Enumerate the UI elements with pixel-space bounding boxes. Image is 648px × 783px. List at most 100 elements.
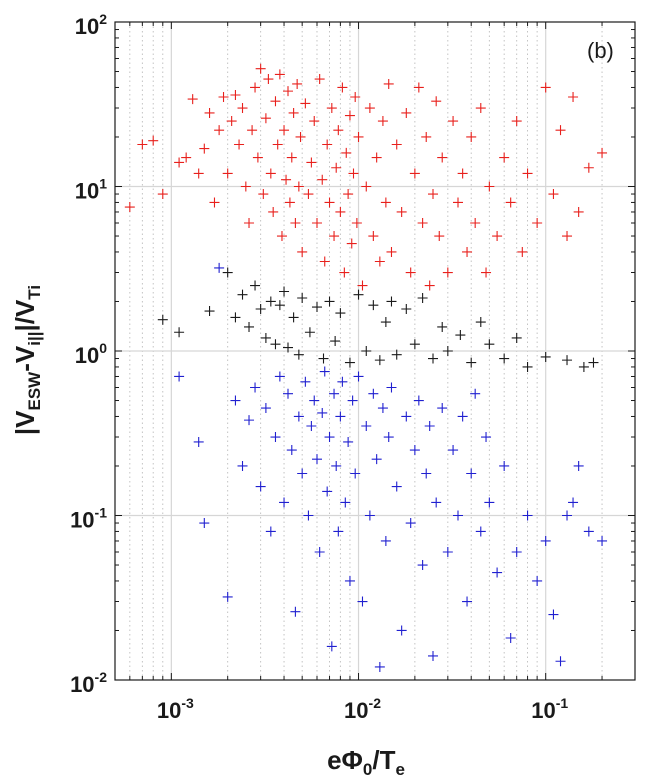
data-point [484, 339, 495, 350]
data-point [413, 395, 424, 406]
data-point [214, 262, 225, 273]
data-point [193, 436, 204, 447]
data-point [540, 82, 551, 93]
data-point [330, 336, 341, 347]
data-point [199, 518, 210, 529]
y-axis-label: |VESW-Vi|||/VTi [10, 285, 44, 435]
data-point [348, 168, 359, 179]
data-point [276, 231, 287, 242]
data-point [283, 388, 294, 399]
data-point [511, 546, 522, 557]
y-axis-label-sub3: Ti [25, 285, 44, 300]
data-point [417, 292, 428, 303]
data-point [244, 217, 255, 228]
data-point [311, 454, 322, 465]
data-point [293, 349, 304, 360]
data-point [481, 432, 492, 443]
data-point [583, 162, 594, 173]
data-point [357, 280, 368, 291]
data-point [252, 152, 263, 163]
data-point [374, 256, 385, 267]
data-point [428, 650, 439, 661]
data-point [405, 518, 416, 529]
data-point [265, 526, 276, 537]
data-point [364, 510, 375, 521]
data-point [290, 217, 301, 228]
data-point [204, 107, 215, 118]
data-point [353, 131, 364, 142]
data-point [548, 609, 559, 620]
data-point [428, 189, 439, 200]
x-axis-label-mid: /T [372, 745, 395, 775]
data-point [274, 300, 285, 311]
data-point [442, 546, 453, 557]
data-point [279, 125, 290, 136]
data-point [286, 445, 297, 456]
data-point [324, 296, 335, 307]
data-point [247, 125, 258, 136]
data-point [263, 74, 274, 85]
data-point [481, 267, 492, 278]
data-point [237, 103, 248, 114]
data-point [303, 510, 314, 521]
data-point [386, 246, 397, 257]
data-point [484, 181, 495, 192]
data-point [317, 407, 328, 418]
x-axis-label: eΦ0/Te [327, 745, 405, 779]
data-point [380, 535, 391, 546]
data-point [293, 181, 304, 192]
data-point [324, 197, 335, 208]
y-tick-label: 100 [75, 340, 107, 368]
data-point [417, 560, 428, 571]
data-point [199, 143, 210, 154]
data-point [270, 96, 281, 107]
data-point [324, 432, 335, 443]
data-point [181, 152, 192, 163]
data-point [499, 353, 510, 364]
data-point [353, 289, 364, 300]
data-point [326, 103, 337, 114]
data-point [258, 189, 269, 200]
data-point [431, 96, 442, 107]
data-point [281, 174, 292, 185]
data-point [260, 113, 271, 124]
data-point [234, 139, 245, 150]
data-point [492, 567, 503, 578]
data-point [346, 238, 357, 249]
data-point [371, 152, 382, 163]
data-point [361, 181, 372, 192]
y-tick-label: 102 [75, 11, 107, 39]
data-point [329, 231, 340, 242]
data-point [380, 317, 391, 328]
data-point [522, 168, 533, 179]
data-point [386, 382, 397, 393]
data-point [284, 197, 295, 208]
data-point [250, 382, 261, 393]
data-point [583, 526, 594, 537]
x-tick-label: 10-2 [344, 695, 381, 723]
data-point [568, 497, 579, 508]
data-point [283, 342, 294, 353]
data-point [237, 289, 248, 300]
data-point [466, 131, 477, 142]
data-point [361, 421, 372, 432]
data-point [421, 131, 432, 142]
data-point [562, 510, 573, 521]
data-point [306, 157, 317, 168]
data-point [293, 411, 304, 422]
data-point [270, 432, 281, 443]
data-point [371, 454, 382, 465]
data-point [588, 357, 599, 368]
y-tick-label: 10-2 [70, 669, 107, 697]
data-point [222, 267, 233, 278]
data-point [578, 361, 589, 372]
data-point [391, 139, 402, 150]
data-point [319, 256, 330, 267]
data-point [466, 357, 477, 368]
data-point [391, 481, 402, 492]
data-point [311, 217, 322, 228]
data-point [335, 411, 346, 422]
data-point [374, 355, 385, 366]
data-point [396, 206, 407, 217]
data-point [437, 152, 448, 163]
